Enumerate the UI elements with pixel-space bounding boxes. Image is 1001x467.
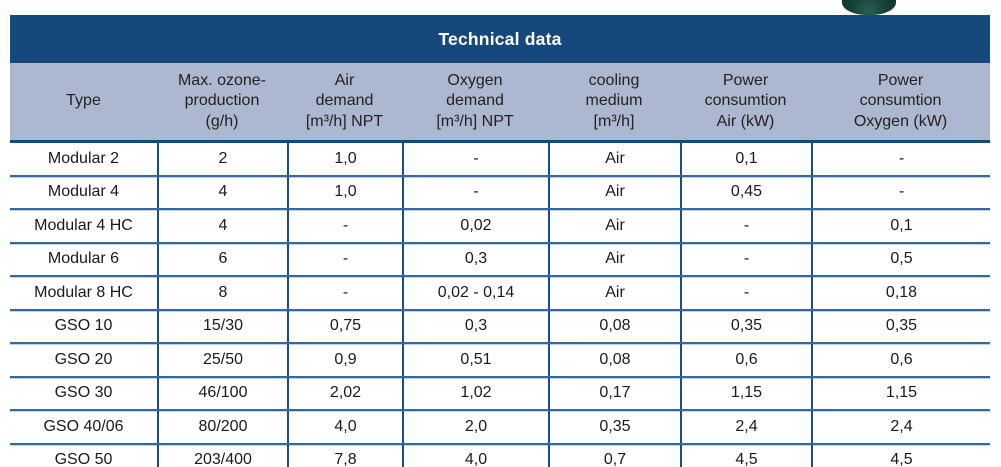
row-type-label: Modular 6 bbox=[47, 250, 120, 268]
table-cell: - bbox=[811, 176, 990, 208]
table-cell: 0,35 bbox=[811, 310, 990, 342]
table-cell: 80/200 bbox=[157, 411, 287, 443]
table-cell: 0,6 bbox=[811, 344, 990, 376]
row-type-label: GSO 20 bbox=[54, 350, 113, 368]
table-cell: 15/30 bbox=[157, 310, 287, 342]
table-cell: 1,0 bbox=[287, 176, 402, 208]
column-header-6: Power consumtion Air (kW) bbox=[704, 71, 787, 130]
table-cell: - bbox=[287, 243, 402, 275]
table-cell: Air bbox=[548, 243, 680, 275]
table-cell: 2 bbox=[157, 143, 287, 175]
table-body: Modular 2 2 1,0- Air 0,1- Modular 4 4 1,0- Air 0,… bbox=[10, 143, 990, 467]
row-type-label: Modular 4 HC bbox=[34, 216, 133, 234]
table-cell: 4,0 bbox=[287, 411, 402, 443]
table-cell: 0,45 bbox=[680, 176, 811, 208]
table-cell: - bbox=[287, 210, 402, 242]
table-cell: 2,02 bbox=[287, 377, 402, 409]
table-cell: 4,5 bbox=[680, 444, 811, 467]
table-cell: 1,15 bbox=[680, 377, 811, 409]
table-cell: 4,0 bbox=[402, 444, 548, 467]
table-cell: Air bbox=[548, 277, 680, 309]
row-type-label: GSO 40/06 bbox=[43, 417, 124, 435]
table-cell: - bbox=[402, 176, 548, 208]
table-cell: 203/400 bbox=[157, 444, 287, 467]
table-cell: 0,7 bbox=[548, 444, 680, 467]
table-cell: 25/50 bbox=[157, 344, 287, 376]
table-cell: - bbox=[811, 143, 990, 175]
table-header-row: Type Max. ozone- production (g/h) Air dema… bbox=[10, 63, 990, 143]
row-type-label: Modular 2 bbox=[47, 149, 120, 167]
table-cell: - bbox=[680, 210, 811, 242]
table-row: Modular 4 HC 4-0,02 Air -0,1 bbox=[10, 208, 990, 242]
table-cell: 0,08 bbox=[548, 310, 680, 342]
table-title-bar: Technical data bbox=[10, 15, 990, 63]
column-header-1: Type bbox=[66, 92, 101, 110]
table-cell: 1,15 bbox=[811, 377, 990, 409]
table-cell: 0,3 bbox=[402, 243, 548, 275]
table-cell: 0,02 - 0,14 bbox=[402, 277, 548, 309]
table-cell: 4 bbox=[157, 210, 287, 242]
row-type-label: GSO 30 bbox=[54, 384, 113, 402]
table-cell: - bbox=[680, 277, 811, 309]
table-title: Technical data bbox=[438, 28, 562, 49]
table-cell: 4,5 bbox=[811, 444, 990, 467]
column-header-4: Oxygen demand [m³/h] NPT bbox=[436, 71, 514, 130]
table-row: GSO 10 15/30 0,75 0,3 0,08 0,35 0,35 bbox=[10, 308, 990, 342]
row-type-label: GSO 10 bbox=[54, 317, 113, 335]
table-cell: Air bbox=[548, 176, 680, 208]
table-cell: - bbox=[287, 277, 402, 309]
table-cell: 0,35 bbox=[680, 310, 811, 342]
table-cell: 0,5 bbox=[811, 243, 990, 275]
table-cell: 0,75 bbox=[287, 310, 402, 342]
table-row: GSO 20 25/50 0,9 0,51 0,08 0,6 0,6 bbox=[10, 342, 990, 376]
table-row: GSO 50 203/400 7,8 4,0 0,7 4,5 4,5 bbox=[10, 442, 990, 467]
column-header-3: Air demand [m³/h] NPT bbox=[305, 71, 384, 130]
table-cell: - bbox=[680, 243, 811, 275]
table-cell: 4 bbox=[157, 176, 287, 208]
table-cell: 0,1 bbox=[811, 210, 990, 242]
table-cell: 7,8 bbox=[287, 444, 402, 467]
column-header-2: Max. ozone- production (g/h) bbox=[177, 71, 267, 130]
column-header-5: cooling medium [m³/h] bbox=[585, 71, 643, 130]
table-row: Modular 4 4 1,0- Air 0,45- bbox=[10, 174, 990, 208]
table-cell: 0,1 bbox=[680, 143, 811, 175]
table-cell: 8 bbox=[157, 277, 287, 309]
column-header-7: Power consumtion Oxygen (kW) bbox=[853, 71, 948, 130]
table-cell: 0,3 bbox=[402, 310, 548, 342]
table-cell: 0,02 bbox=[402, 210, 548, 242]
table-cell: 2,4 bbox=[811, 411, 990, 443]
table-cell: - bbox=[402, 143, 548, 175]
table-row: GSO 30 46/100 2,02 1,02 0,17 1,15 1,15 bbox=[10, 375, 990, 409]
table-row: GSO 40/06 80/200 4,0 2,0 0,35 2,4 2,4 bbox=[10, 409, 990, 443]
table-cell: 2,0 bbox=[402, 411, 548, 443]
table-cell: 0,51 bbox=[402, 344, 548, 376]
table-cell: 1,0 bbox=[287, 143, 402, 175]
table-cell: 6 bbox=[157, 243, 287, 275]
table-row: Modular 6 6-0,3 Air -0,5 bbox=[10, 241, 990, 275]
table-cell: 46/100 bbox=[157, 377, 287, 409]
table-row: Modular 8 HC 8-0,02 - 0,14 Air -0,18 bbox=[10, 275, 990, 309]
row-type-label: Modular 8 HC bbox=[34, 283, 133, 301]
table-cell: 0,18 bbox=[811, 277, 990, 309]
table-cell: 0,9 bbox=[287, 344, 402, 376]
table-cell: 0,08 bbox=[548, 344, 680, 376]
cropped-green-object bbox=[842, 0, 896, 15]
table-cell: Air bbox=[548, 210, 680, 242]
table-cell: 2,4 bbox=[680, 411, 811, 443]
table-cell: 1,02 bbox=[402, 377, 548, 409]
table-cell: 0,6 bbox=[680, 344, 811, 376]
row-type-label: Modular 4 bbox=[47, 183, 120, 201]
table-cell: 0,17 bbox=[548, 377, 680, 409]
table-cell: 0,35 bbox=[548, 411, 680, 443]
table-row: Modular 2 2 1,0- Air 0,1- bbox=[10, 143, 990, 175]
table-cell: Air bbox=[548, 143, 680, 175]
row-type-label: GSO 50 bbox=[54, 451, 113, 467]
